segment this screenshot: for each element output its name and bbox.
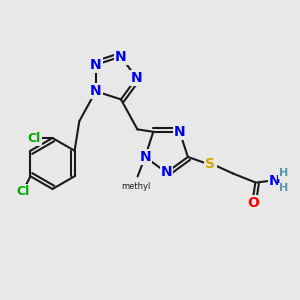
Text: H: H	[279, 169, 288, 178]
Text: N: N	[90, 84, 102, 98]
Text: Cl: Cl	[27, 131, 40, 145]
Text: N: N	[174, 125, 185, 139]
Text: N: N	[161, 166, 172, 179]
Text: N: N	[90, 58, 102, 72]
Text: S: S	[206, 158, 215, 172]
Text: H: H	[279, 184, 288, 194]
Text: N: N	[115, 50, 127, 64]
Text: methyl: methyl	[122, 182, 151, 191]
Text: Cl: Cl	[16, 185, 29, 198]
Text: O: O	[247, 196, 259, 211]
Text: N: N	[269, 174, 281, 188]
Text: N: N	[131, 71, 142, 85]
Text: N: N	[139, 150, 151, 164]
